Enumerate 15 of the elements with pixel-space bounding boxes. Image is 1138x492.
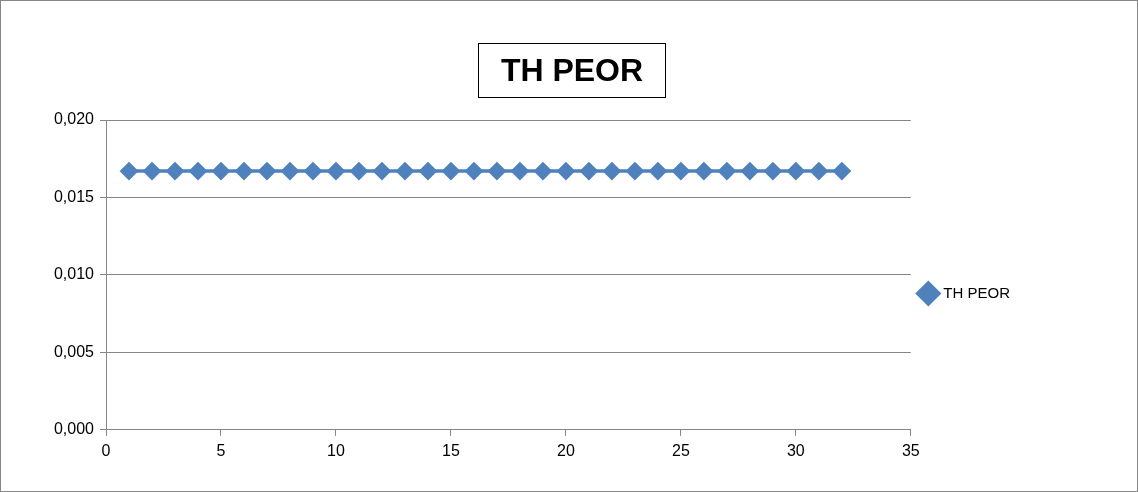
x-tick-label: 20 (557, 441, 575, 459)
chart-title: TH PEOR (478, 43, 666, 98)
y-tick-label: 0,010 (53, 265, 95, 283)
y-tick-label: 0,020 (53, 110, 95, 128)
x-tick-label: 10 (327, 441, 345, 459)
x-tick-label: 30 (786, 441, 805, 459)
x-tick-label: 35 (901, 441, 920, 459)
x-tick-label: 15 (442, 441, 460, 459)
y-tick-label: 0,000 (53, 420, 95, 438)
y-tick-label: 0,015 (53, 187, 95, 205)
x-tick-label: 25 (671, 441, 690, 459)
x-tick-label: 5 (216, 441, 226, 459)
legend-label: TH PEOR (943, 283, 1011, 301)
x-tick-label: 0 (101, 441, 111, 459)
y-tick-label: 0,005 (53, 342, 95, 360)
